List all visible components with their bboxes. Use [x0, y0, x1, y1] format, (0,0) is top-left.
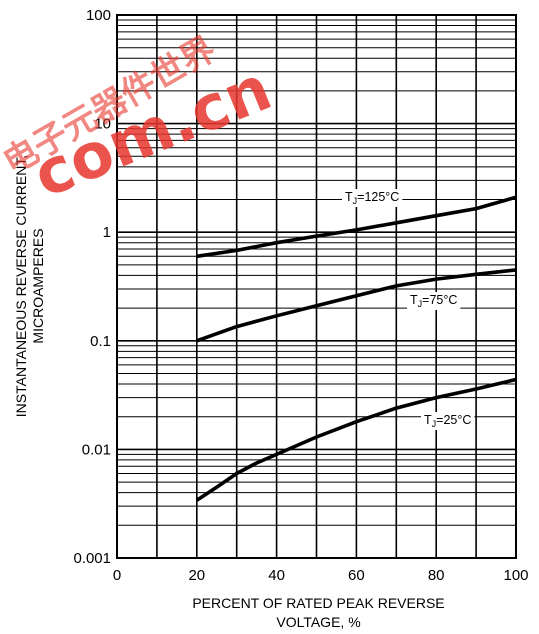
series-labels: TJ=125°C TJ=75°C TJ=25°C [342, 189, 475, 430]
x-tick-label: 80 [428, 567, 445, 584]
series-label: TJ=125°C [345, 190, 399, 206]
series-label-bg [342, 189, 403, 207]
tick-labels: 0 20 40 60 80 100 0.001 0.01 0.1 1 10 100 [73, 7, 528, 584]
series-label: TJ=75°C [410, 293, 457, 309]
y-tick-label: 0.001 [73, 550, 111, 567]
series-label: TJ=25°C [424, 413, 471, 429]
x-tick-label: 0 [113, 567, 121, 584]
y-tick-label: 100 [86, 7, 111, 24]
grid-lines [117, 15, 516, 559]
series-line [195, 377, 517, 502]
series-line [196, 268, 517, 343]
series-group [195, 195, 517, 502]
y-tick-label: 10 [94, 116, 111, 133]
x-tick-label: 20 [188, 567, 205, 584]
x-tick-label: 60 [348, 567, 365, 584]
x-tick-label: 40 [268, 567, 285, 584]
plot-frame [116, 14, 517, 559]
series-line [196, 195, 517, 259]
y-tick-label: 0.1 [90, 333, 111, 350]
series-label-bg [421, 412, 475, 430]
plot-border [116, 14, 517, 559]
axis-titles: PERCENT OF RATED PEAK REVERSE VOLTAGE, % I… [13, 155, 445, 630]
y-axis-title: INSTANTANEOUS REVERSE CURRENT, [13, 155, 29, 417]
y-tick-label: 1 [103, 224, 111, 241]
x-axis-title: VOLTAGE, % [276, 614, 360, 630]
y-tick-label: 0.01 [82, 441, 111, 458]
x-tick-label: 100 [503, 567, 528, 584]
x-axis-title: PERCENT OF RATED PEAK REVERSE [192, 595, 444, 611]
series-label-bg [407, 292, 461, 310]
y-axis-title: MICROAMPERES [30, 228, 46, 343]
